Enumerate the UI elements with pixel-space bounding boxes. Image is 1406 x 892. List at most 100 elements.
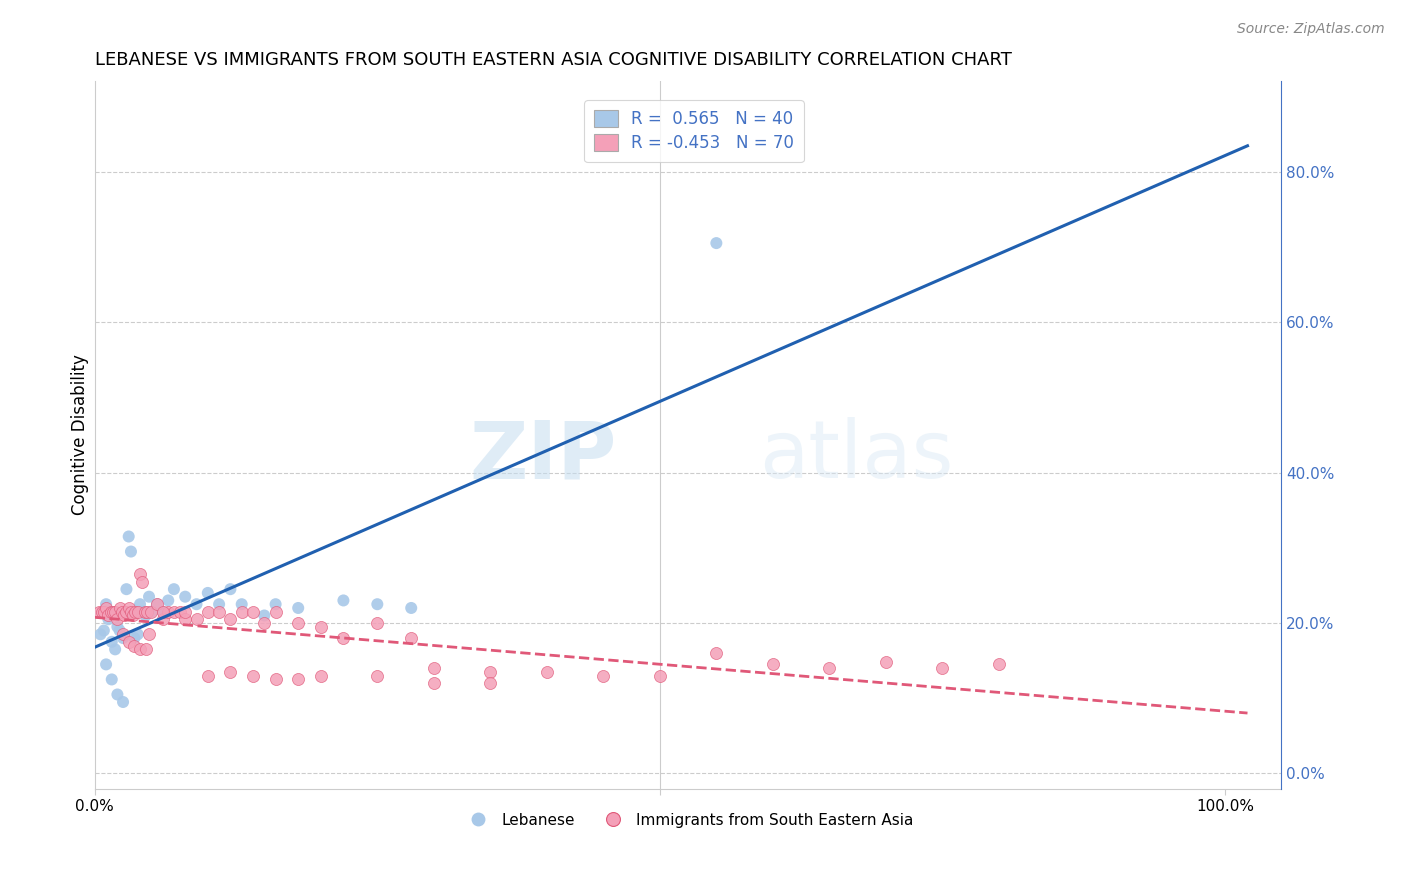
- Point: [197, 605, 219, 619]
- Text: LEBANESE VS IMMIGRANTS FROM SOUTH EASTERN ASIA COGNITIVE DISABILITY CORRELATION : LEBANESE VS IMMIGRANTS FROM SOUTH EASTER…: [94, 51, 1012, 69]
- Point: [366, 668, 388, 682]
- Point: [875, 655, 897, 669]
- Point: [174, 590, 197, 604]
- Point: [141, 605, 163, 619]
- Point: [94, 597, 117, 611]
- Point: [197, 668, 219, 682]
- Point: [122, 608, 145, 623]
- Point: [242, 668, 264, 682]
- Point: [163, 605, 186, 619]
- Point: [169, 605, 191, 619]
- Legend: Lebanese, Immigrants from South Eastern Asia: Lebanese, Immigrants from South Eastern …: [457, 806, 920, 834]
- Point: [89, 605, 111, 619]
- Point: [97, 612, 120, 626]
- Point: [105, 620, 128, 634]
- Point: [135, 608, 157, 623]
- Point: [197, 586, 219, 600]
- Point: [104, 605, 127, 619]
- Point: [592, 668, 614, 682]
- Point: [112, 608, 135, 623]
- Point: [309, 620, 332, 634]
- Point: [124, 631, 146, 645]
- Point: [120, 605, 142, 619]
- Point: [115, 582, 138, 596]
- Point: [124, 639, 146, 653]
- Point: [97, 608, 120, 623]
- Point: [479, 676, 502, 690]
- Point: [219, 612, 242, 626]
- Point: [423, 661, 446, 675]
- Point: [264, 605, 287, 619]
- Point: [332, 631, 354, 645]
- Point: [174, 605, 197, 619]
- Point: [104, 642, 127, 657]
- Point: [253, 615, 276, 630]
- Point: [100, 605, 122, 619]
- Point: [157, 593, 180, 607]
- Point: [101, 605, 124, 619]
- Point: [479, 665, 502, 679]
- Point: [93, 624, 115, 638]
- Point: [89, 627, 111, 641]
- Point: [208, 605, 231, 619]
- Point: [112, 695, 135, 709]
- Point: [242, 605, 264, 619]
- Point: [94, 657, 117, 672]
- Point: [231, 605, 253, 619]
- Point: [287, 615, 309, 630]
- Point: [129, 567, 152, 582]
- Point: [129, 597, 152, 611]
- Point: [135, 605, 157, 619]
- Point: [366, 597, 388, 611]
- Point: [127, 605, 149, 619]
- Point: [231, 597, 253, 611]
- Point: [100, 635, 122, 649]
- Text: atlas: atlas: [759, 417, 953, 495]
- Text: ZIP: ZIP: [470, 417, 617, 495]
- Point: [287, 601, 309, 615]
- Point: [399, 631, 422, 645]
- Point: [264, 673, 287, 687]
- Point: [648, 668, 671, 682]
- Point: [118, 635, 141, 649]
- Point: [112, 631, 135, 645]
- Point: [138, 590, 160, 604]
- Point: [264, 597, 287, 611]
- Point: [108, 624, 131, 638]
- Point: [309, 668, 332, 682]
- Point: [100, 673, 122, 687]
- Point: [118, 529, 141, 543]
- Point: [112, 627, 135, 641]
- Point: [818, 661, 841, 675]
- Point: [134, 605, 156, 619]
- Point: [208, 597, 231, 611]
- Point: [163, 582, 186, 596]
- Point: [146, 597, 169, 611]
- Point: [105, 688, 128, 702]
- Point: [536, 665, 558, 679]
- Y-axis label: Cognitive Disability: Cognitive Disability: [72, 354, 89, 516]
- Point: [94, 601, 117, 615]
- Point: [138, 627, 160, 641]
- Point: [704, 236, 727, 251]
- Point: [174, 612, 197, 626]
- Point: [332, 593, 354, 607]
- Point: [219, 582, 242, 596]
- Point: [111, 605, 134, 619]
- Point: [152, 605, 174, 619]
- Text: Source: ZipAtlas.com: Source: ZipAtlas.com: [1237, 22, 1385, 37]
- Point: [762, 657, 785, 672]
- Point: [127, 627, 149, 641]
- Point: [135, 642, 157, 657]
- Point: [146, 597, 169, 611]
- Point: [120, 544, 142, 558]
- Point: [141, 605, 163, 619]
- Point: [931, 661, 953, 675]
- Point: [115, 605, 138, 619]
- Point: [186, 597, 208, 611]
- Point: [131, 574, 153, 589]
- Point: [157, 605, 180, 619]
- Point: [423, 676, 446, 690]
- Point: [124, 605, 146, 619]
- Point: [704, 646, 727, 660]
